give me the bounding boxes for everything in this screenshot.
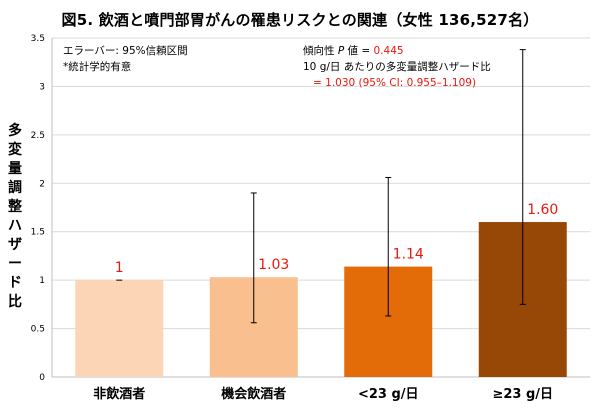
category-label: 非飲酒者	[93, 386, 145, 402]
y-tick-label: 0	[39, 373, 45, 383]
value-label: 1.14	[393, 247, 424, 263]
per10-note: 10 g/日 あたりの多変量調整ハザード比	[303, 61, 491, 73]
y-tick-label: 2	[39, 179, 45, 189]
category-label: ≥23 g/日	[492, 387, 553, 402]
category-label: 機会飲酒者	[221, 386, 286, 402]
value-label: 1	[115, 260, 124, 276]
trend-prefix: 傾向性	[303, 45, 338, 57]
chart-title: 図5. 飲酒と噴門部胃がんの罹患リスクとの関連（女性 136,527名）	[61, 11, 539, 29]
y-tick-label: 3.5	[31, 34, 45, 44]
per10-value: = 1.030 (95% CI: 0.955–1.109)	[313, 77, 477, 89]
y-tick-label: 0.5	[31, 325, 45, 335]
y-tick-label: 1	[39, 276, 45, 286]
bar	[75, 280, 164, 377]
error-bars	[116, 49, 526, 324]
trend-p-value: 0.445	[373, 45, 404, 57]
trend-middle: 値 =	[344, 45, 374, 57]
significance-note: *統計学的有意	[63, 61, 132, 73]
y-axis-label: 多変量調整ハザード比	[8, 123, 22, 310]
y-tick-label: 1.5	[31, 228, 45, 238]
x-axis-labels: 非飲酒者 機会飲酒者 <23 g/日 ≥23 g/日	[93, 386, 553, 402]
y-tick-label: 2.5	[31, 131, 45, 141]
errorbar-note: エラーバー: 95%信頼区間	[63, 45, 188, 57]
value-label: 1.03	[258, 257, 289, 273]
value-label: 1.60	[527, 202, 558, 218]
value-labels: 1 1.03 1.14 1.60	[115, 202, 559, 276]
trend-p-note: 傾向性 P 値 = 0.445	[303, 44, 404, 59]
bars	[75, 222, 567, 377]
y-tick-label: 3	[39, 82, 45, 92]
trend-p-letter: P	[337, 45, 345, 57]
category-label: <23 g/日	[358, 387, 419, 402]
